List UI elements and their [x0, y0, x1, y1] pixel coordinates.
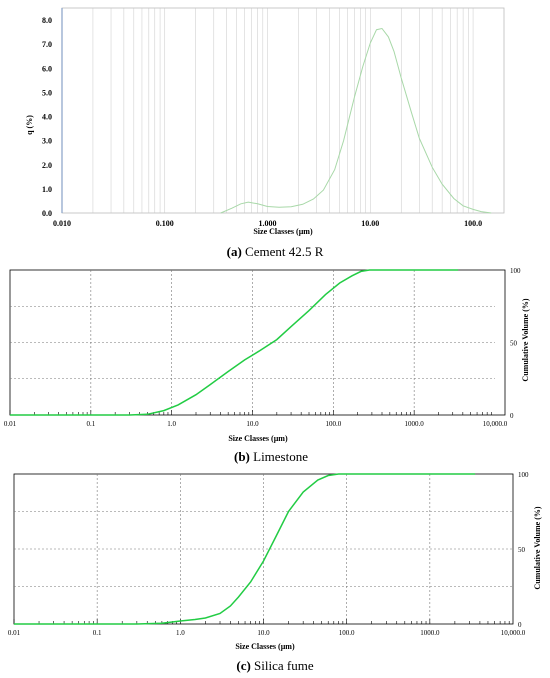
x-axis-label: Size Classes (µm)	[235, 642, 295, 651]
y-tick-labels: 0 50 100	[510, 267, 521, 420]
y-tick-labels: 0.0 1.0 2.0 3.0 4.0 5.0 6.0 7.0 8.0	[42, 16, 52, 218]
y-tick-label: 0	[518, 621, 522, 629]
y-tick-label: 1.0	[42, 185, 52, 194]
y-tick-label: 7.0	[42, 40, 52, 49]
x-tick-label: 0.100	[156, 219, 174, 228]
plot-frame	[61, 7, 505, 214]
caption-letter: (b)	[234, 449, 250, 464]
x-axis-label: Size Classes (µm)	[228, 434, 288, 443]
caption-text: Limestone	[250, 449, 308, 464]
panel-b-limestone-chart: 0 50 100 0.01 0.1 1.0 10.0 100.0 1000.0 10,000.0…	[4, 267, 530, 464]
x-tick-label: 0.1	[93, 629, 102, 637]
caption-letter: (c)	[236, 658, 250, 673]
panel-c-silica-fume-chart: 0 50 100 0.01 0.1 1.0 10.0 100.0 1000.0 10,000.0…	[8, 471, 542, 673]
y-axis-label: q (%)	[25, 115, 34, 135]
x-tick-label: 1000.0	[405, 420, 425, 428]
series-line-silica-fume	[14, 473, 476, 625]
x-tick-label: 10,000.0	[501, 629, 526, 637]
caption-b: (b) Limestone	[234, 449, 308, 464]
x-tick-label: 1000.0	[420, 629, 440, 637]
y-tick-label: 100	[510, 267, 521, 275]
x-axis-label: Size Classes (µm)	[253, 227, 313, 236]
gridlines	[13, 474, 513, 624]
y-tick-labels: 0 50 100	[518, 471, 529, 629]
x-tick-label: 1.000	[259, 219, 277, 228]
x-tick-label: 1.0	[167, 420, 176, 428]
x-tick-label: 0.010	[53, 219, 71, 228]
y-tick-label: 6.0	[42, 64, 52, 73]
x-tick-label: 10,000.0	[483, 420, 508, 428]
y-tick-label: 100	[518, 471, 529, 479]
x-tick-labels: 0.01 0.1 1.0 10.0 100.0 1000.0 10,000.0	[8, 629, 526, 637]
y-tick-label: 3.0	[42, 137, 52, 146]
x-tick-label: 0.01	[4, 420, 17, 428]
x-tick-label: 0.1	[86, 420, 95, 428]
y-tick-label: 4.0	[42, 113, 52, 122]
y-tick-label: 50	[518, 546, 526, 554]
caption-c: (c) Silica fume	[236, 658, 313, 673]
y-tick-label: 0	[510, 412, 514, 420]
series-line-limestone	[10, 269, 459, 416]
x-tick-label: 10.00	[361, 219, 379, 228]
x-tick-label: 0.01	[8, 629, 21, 637]
series-line-cement	[220, 27, 492, 214]
x-tick-label: 100.0	[464, 219, 482, 228]
y-axis-label: Cumulative Volume (%)	[533, 506, 542, 589]
y-tick-label: 0.0	[42, 209, 52, 218]
x-tick-labels: 0.01 0.1 1.0 10.0 100.0 1000.0 10,000.0	[4, 420, 508, 428]
y-tick-label: 50	[510, 340, 518, 348]
y-tick-label: 2.0	[42, 161, 52, 170]
x-tick-label: 10.0	[246, 420, 259, 428]
x-tick-labels: 0.010 0.100 1.000 10.00 100.0	[53, 219, 482, 228]
y-tick-label: 8.0	[42, 16, 52, 25]
caption-text: Silica fume	[251, 658, 314, 673]
y-axis-label: Cumulative Volume (%)	[521, 298, 530, 381]
caption-letter: (a)	[227, 244, 242, 259]
caption-a: (a) Cement 42.5 R	[227, 244, 324, 259]
x-tick-label: 10.0	[257, 629, 270, 637]
x-tick-label: 100.0	[339, 629, 355, 637]
x-tick-label: 1.0	[176, 629, 185, 637]
panel-a-cement-chart: 0.0 1.0 2.0 3.0 4.0 5.0 6.0 7.0 8.0 0.010 0.100 1.…	[25, 7, 505, 259]
y-tick-label: 5.0	[42, 88, 52, 97]
gridlines	[9, 270, 495, 415]
caption-text: Cement 42.5 R	[242, 244, 324, 259]
x-tick-label: 100.0	[325, 420, 341, 428]
